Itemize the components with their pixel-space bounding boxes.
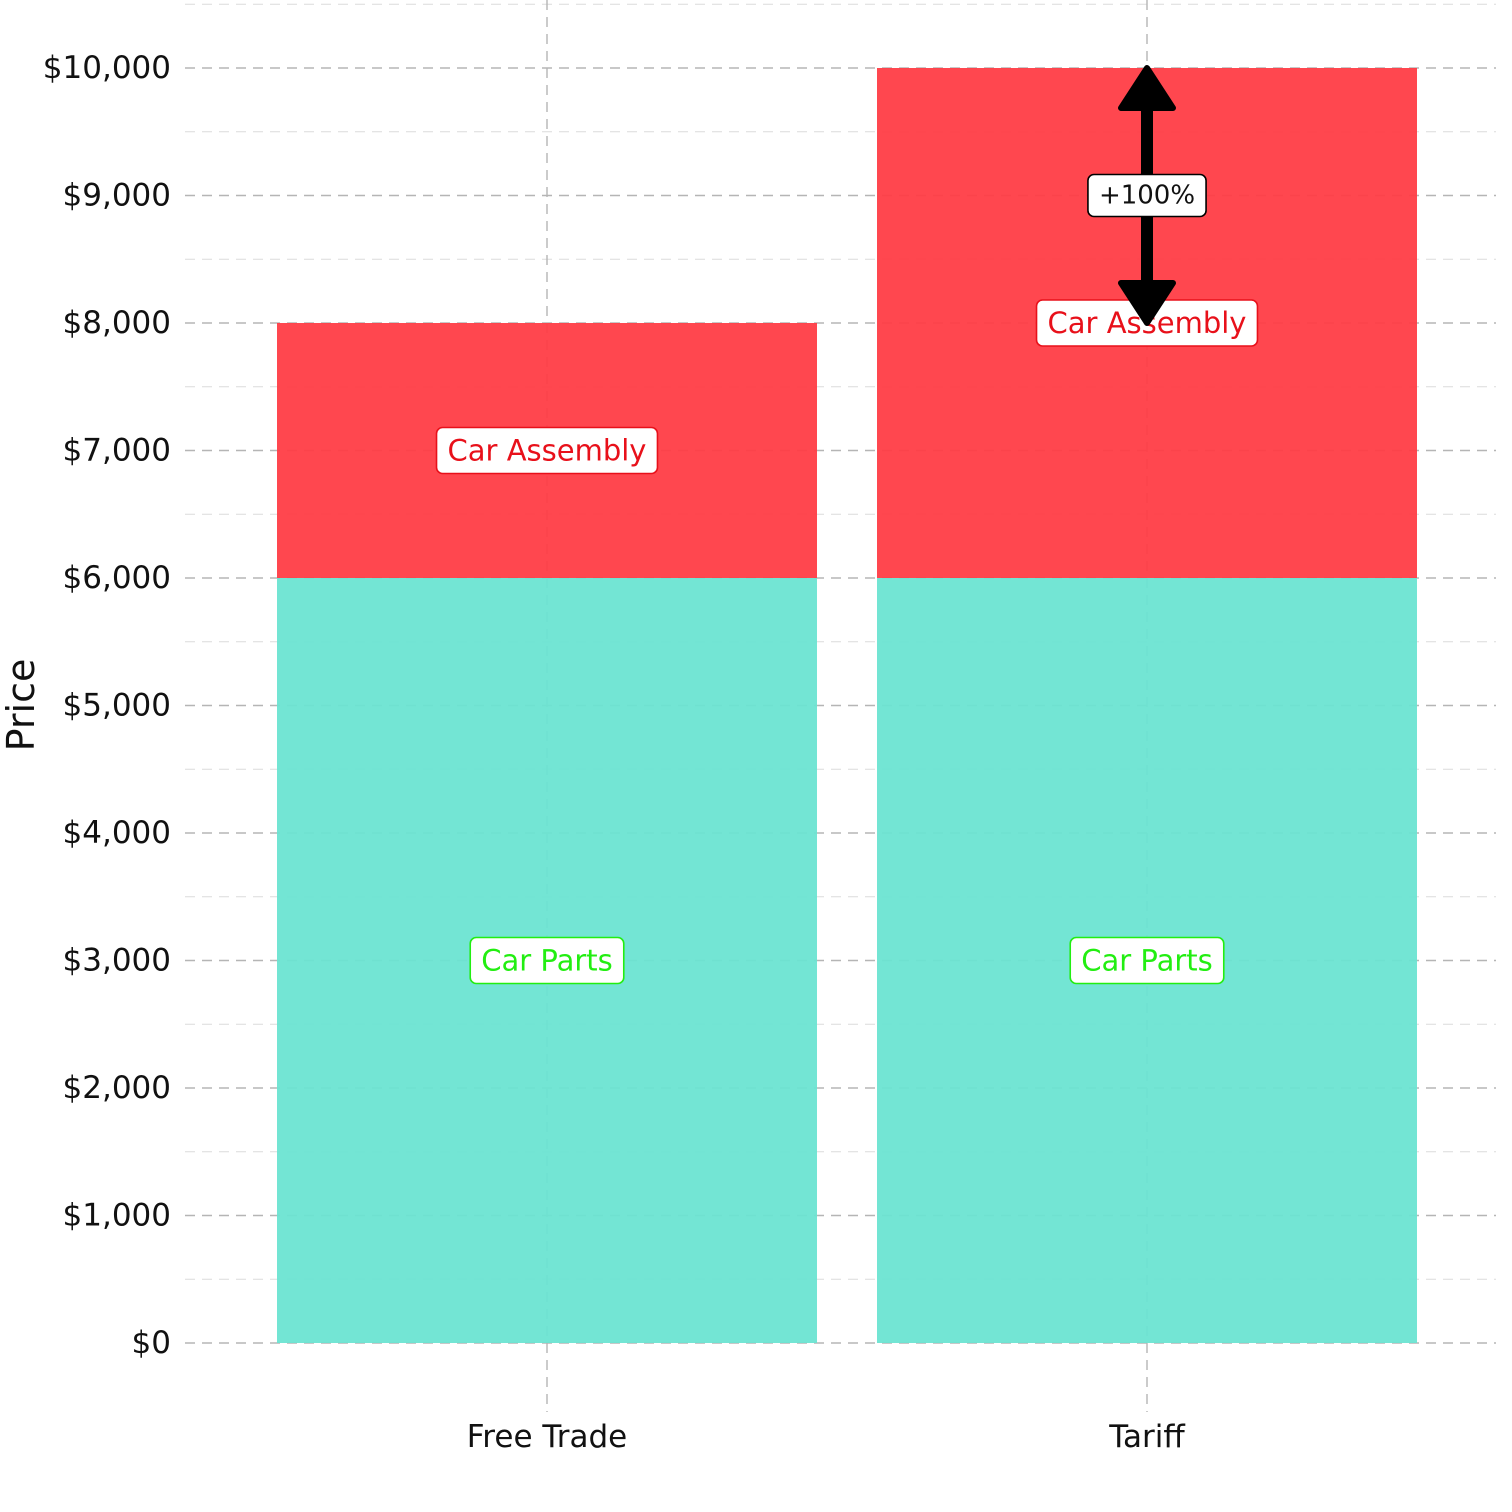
y-tick-label: $8,000 [63,305,171,341]
segment-label-box [435,426,659,475]
y-tick-label: $1,000 [63,1198,171,1234]
x-tick-label: Tariff [1108,1419,1185,1455]
segment-label: Car Parts [469,936,625,985]
annotation-label-box [1087,173,1207,218]
y-tick-label: $7,000 [63,433,171,469]
y-tick-label: $0 [132,1325,171,1361]
y-axis-ticks: $0 $1,000 $2,000 $3,000 $4,000 $5,000 $6,000 $7… [43,50,171,1361]
x-tick-label: Free Trade [467,1419,628,1455]
y-tick-label: $10,000 [43,50,171,86]
y-tick-label: $9,000 [63,178,171,214]
y-tick-label: $5,000 [63,688,171,724]
y-tick-label: $2,000 [63,1070,171,1106]
segment-label-text: Car Assembly [448,434,647,468]
annotation: +100% [1087,65,1207,326]
y-tick-label: $4,000 [63,815,171,851]
annotation-label-text: +100% [1099,181,1195,211]
segment-label: Car Parts [1069,936,1225,985]
segment-label-text: Car Parts [481,944,613,978]
segment-label-box [1069,936,1225,985]
x-axis-ticks: Free Trade Tariff [467,1419,1186,1455]
annotation-label: +100% [1087,173,1207,218]
y-axis-title: Price [0,659,43,752]
segment-label-text: Car Parts [1081,944,1213,978]
segment-label: Car Assembly [435,426,659,475]
y-tick-label: $6,000 [63,560,171,596]
arrow-head-up [1118,65,1176,111]
y-tick-label: $3,000 [63,943,171,979]
arrow-head-down [1118,280,1176,326]
segment-label-box [469,936,625,985]
